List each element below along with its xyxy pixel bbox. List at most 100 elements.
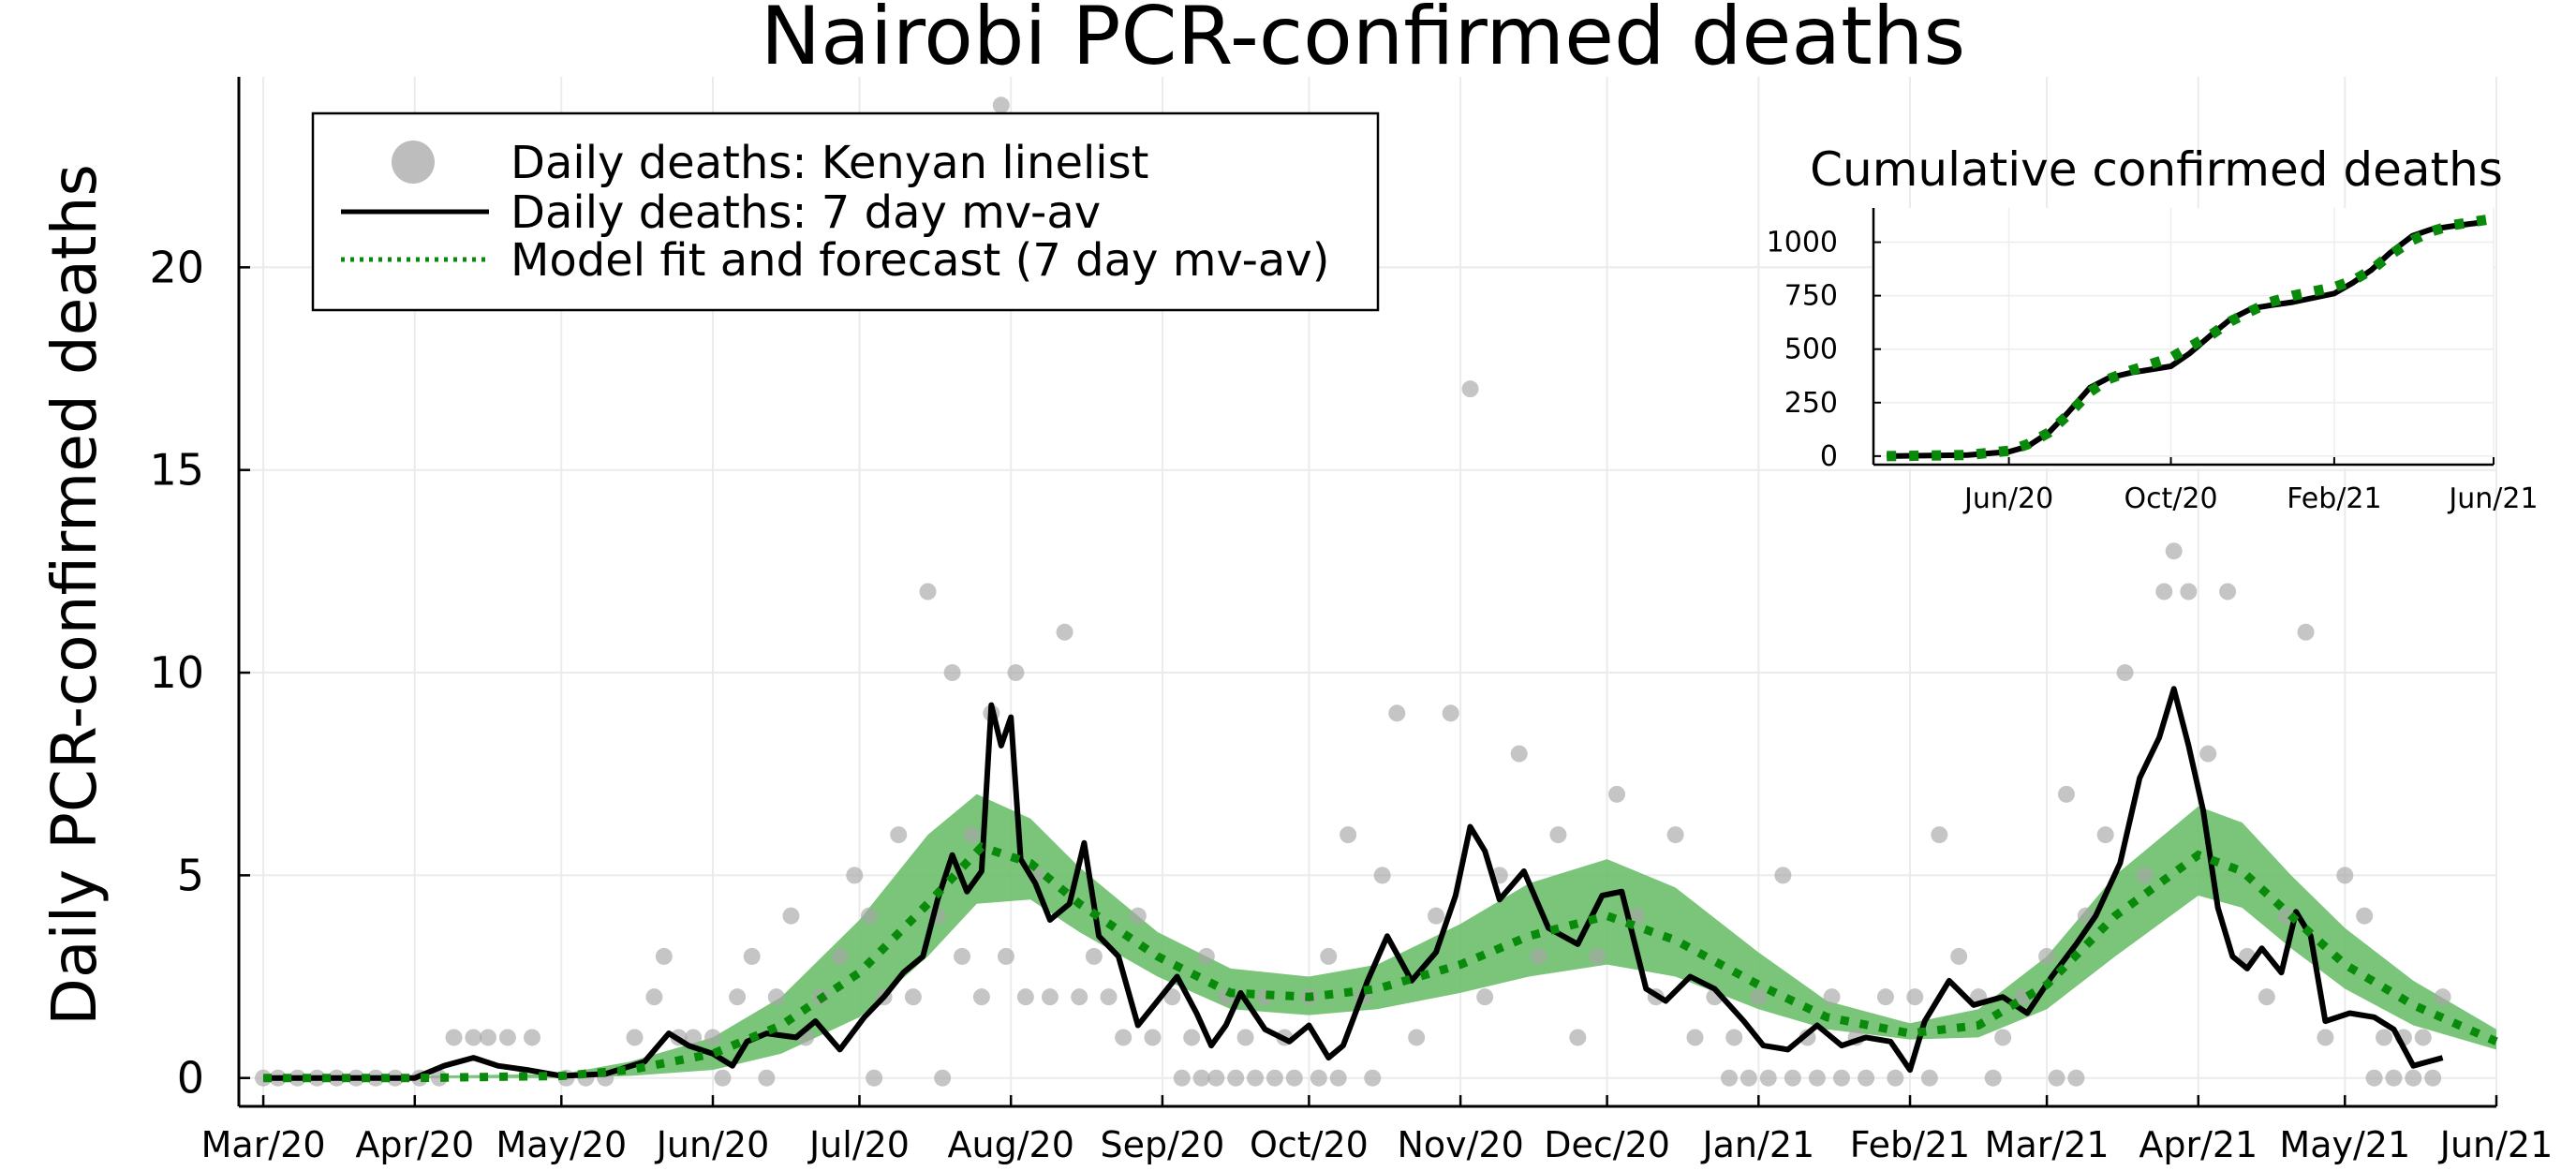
linelist-point — [1906, 988, 1924, 1006]
linelist-point — [714, 1069, 732, 1087]
linelist-point — [1984, 1069, 2002, 1087]
linelist-point — [2424, 1069, 2442, 1087]
linelist-point — [703, 1029, 721, 1046]
linelist-point — [1740, 1069, 1757, 1087]
x-tick-label: Apr/21 — [2139, 1124, 2258, 1165]
linelist-point — [2199, 745, 2217, 763]
linelist-point — [1428, 907, 1445, 925]
inset-y-tick-label: 750 — [1784, 280, 1838, 313]
inset-y-tick-label: 500 — [1784, 334, 1838, 366]
x-tick-label: Apr/20 — [355, 1124, 474, 1165]
linelist-point — [2057, 785, 2075, 803]
linelist-point — [729, 988, 747, 1006]
linelist-point — [1320, 947, 1338, 965]
legend-label-linelist: Daily deaths: Kenyan linelist — [511, 137, 1148, 189]
linelist-point — [1569, 1029, 1587, 1046]
inset-cumulative-model-line — [1887, 213, 2495, 462]
linelist-point — [2136, 867, 2154, 884]
linelist-point — [1373, 867, 1391, 884]
linelist-point — [860, 907, 878, 925]
inset-x-tick-label: Oct/20 — [2124, 482, 2217, 515]
linelist-point — [1887, 1069, 1904, 1087]
legend: Daily deaths: Kenyan linelist Daily deat… — [311, 111, 1380, 312]
linelist-point — [1549, 826, 1567, 844]
linelist-point — [904, 988, 922, 1006]
linelist-point — [1197, 947, 1215, 965]
linelist-point — [1247, 1069, 1265, 1087]
linelist-point — [2116, 664, 2134, 682]
legend-label-mvav: Daily deaths: 7 day mv-av — [511, 186, 1101, 239]
linelist-point — [1115, 1029, 1133, 1046]
linelist-point — [1364, 1069, 1382, 1087]
linelist-point — [1721, 1069, 1739, 1087]
main-plot: Mar/20 Apr/20 May/20 Jun/20 Jul/20 Aug/20 Sep/… — [149, 77, 2553, 1165]
linelist-point — [1056, 623, 1073, 641]
model-line-layer — [263, 841, 2498, 1083]
linelist-point — [1627, 907, 1645, 925]
linelist-point — [2414, 1029, 2432, 1046]
inset-x-tick-label: Jun/20 — [1962, 482, 2053, 515]
linelist-point — [1183, 1029, 1201, 1046]
linelist-point — [1994, 1029, 2012, 1046]
linelist-point — [1808, 1069, 1826, 1087]
linelist-point — [831, 947, 849, 965]
linelist-point — [1476, 988, 1494, 1006]
linelist-point — [1461, 380, 1479, 398]
x-tick-label: Jun/21 — [2438, 1124, 2554, 1165]
linelist-point — [1608, 785, 1626, 803]
linelist-point — [1100, 988, 1118, 1006]
linelist-point — [2048, 1069, 2065, 1087]
linelist-point — [1725, 1029, 1743, 1046]
linelist-point — [963, 826, 981, 844]
linelist-point — [866, 1069, 883, 1087]
linelist-point — [2038, 947, 2056, 965]
linelist-point — [1007, 664, 1025, 682]
linelist-point — [465, 1029, 482, 1046]
linelist-point — [2317, 1029, 2334, 1046]
x-tick-label: Mar/21 — [1985, 1124, 2110, 1165]
linelist-point — [890, 826, 908, 844]
linelist-point — [1310, 1069, 1327, 1087]
model-uncertainty-band — [263, 793, 2496, 1078]
y-tick-label: 10 — [149, 647, 204, 698]
linelist-point — [2385, 1069, 2403, 1087]
linelist-point — [1686, 1029, 1704, 1046]
linelist-point — [919, 583, 937, 600]
linelist-point — [523, 1029, 540, 1046]
model-fit-line — [263, 841, 2498, 1083]
linelist-point — [767, 988, 785, 1006]
x-tick-label: May/20 — [496, 1124, 627, 1165]
linelist-point — [1227, 1069, 1245, 1087]
linelist-point — [685, 1029, 703, 1046]
linelist-point — [2067, 1069, 2085, 1087]
linelist-point — [1329, 1069, 1347, 1087]
linelist-point — [954, 947, 971, 965]
linelist-point — [2165, 542, 2183, 560]
main-x-ticks: Mar/20 Apr/20 May/20 Jun/20 Jul/20 Aug/20 Sep/… — [201, 1095, 2554, 1165]
linelist-point — [1442, 704, 1459, 722]
linelist-point — [1071, 988, 1088, 1006]
linelist-point — [2096, 826, 2114, 844]
linelist-point — [2219, 583, 2237, 600]
observed-7day-line — [263, 686, 2444, 1081]
legend-label-model: Model fit and forecast (7 day mv-av) — [511, 234, 1329, 287]
x-tick-label: Nov/20 — [1397, 1124, 1523, 1165]
legend-box — [311, 111, 1380, 312]
linelist-point — [1823, 988, 1841, 1006]
linelist-point — [1388, 704, 1406, 722]
inset-y-tick-label: 1000 — [1767, 227, 1838, 259]
linelist-point — [997, 947, 1014, 965]
linelist-point — [1207, 1069, 1225, 1087]
linelist-point — [1832, 1069, 1850, 1087]
linelist-point — [1858, 1069, 1875, 1087]
linelist-point — [1173, 1069, 1191, 1087]
x-tick-label: Dec/20 — [1544, 1124, 1670, 1165]
linelist-point — [1759, 1069, 1777, 1087]
linelist-point — [758, 1069, 776, 1087]
x-tick-label: Jul/20 — [807, 1124, 910, 1165]
y-tick-label: 5 — [177, 850, 204, 900]
x-tick-label: Sep/20 — [1101, 1124, 1225, 1165]
inset-plot: Jun/20 Oct/20 Feb/21 Jun/21 02505007501000 … — [1767, 142, 2539, 515]
x-tick-label: Jun/20 — [655, 1124, 770, 1165]
